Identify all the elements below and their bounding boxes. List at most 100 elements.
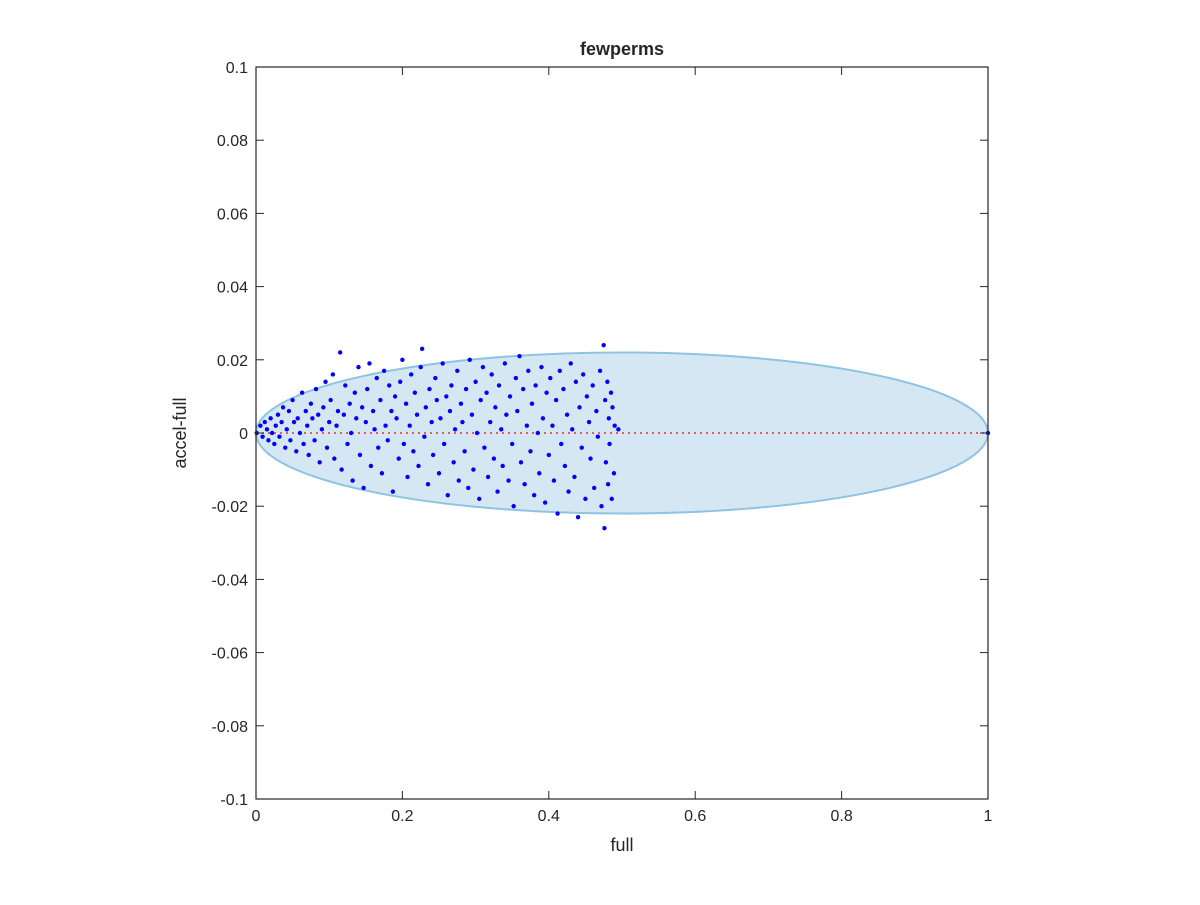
data-point [440, 361, 445, 366]
data-point [408, 372, 414, 377]
data-point [566, 489, 571, 494]
data-point [425, 482, 431, 487]
data-point [609, 496, 614, 502]
data-point [591, 485, 597, 491]
data-point [348, 430, 354, 436]
data-point [394, 416, 399, 421]
data-point [451, 460, 456, 465]
data-point [491, 456, 497, 461]
data-point [564, 412, 570, 417]
x-axis-label: full [610, 835, 633, 855]
data-point [422, 434, 427, 439]
y-ticks: -0.1 -0.08 -0.06 -0.04 -0.02 0 0.02 0.04 0.06 0.0… [212, 60, 988, 809]
data-point [407, 423, 412, 428]
data-point [423, 405, 429, 410]
data-point [389, 408, 394, 414]
y-tick-label: 0.1 [226, 60, 248, 77]
x-tick-label: 0.2 [391, 808, 413, 825]
x-tick-label: 0 [252, 808, 261, 825]
y-tick-label: 0.06 [217, 206, 248, 223]
data-point [584, 394, 590, 399]
data-point [365, 386, 370, 392]
data-point [520, 386, 526, 392]
data-point [473, 379, 478, 384]
data-point [471, 467, 476, 472]
data-point [427, 386, 432, 392]
data-point [317, 460, 322, 465]
data-point [493, 405, 498, 410]
y-tick-label: -0.02 [212, 499, 249, 516]
data-point [539, 364, 544, 370]
data-point [588, 456, 593, 461]
data-point [510, 441, 515, 447]
data-point [361, 485, 366, 491]
data-point [378, 397, 383, 403]
data-point [495, 489, 500, 494]
data-point [581, 372, 586, 377]
data-point [367, 361, 372, 366]
data-point [553, 397, 559, 403]
data-point [611, 471, 617, 476]
data-point [419, 346, 425, 352]
data-point [528, 449, 533, 454]
data-point [455, 368, 460, 373]
data-point [374, 375, 379, 381]
data-point [466, 485, 471, 491]
data-point [401, 441, 407, 447]
data-point [559, 441, 564, 447]
data-point [313, 386, 319, 392]
data-point [477, 496, 482, 502]
data-point [577, 405, 582, 410]
data-point [323, 379, 328, 384]
data-point [345, 441, 350, 447]
data-point [438, 416, 443, 421]
data-point [372, 427, 377, 432]
data-point [469, 412, 475, 417]
data-point [608, 390, 614, 395]
data-point [478, 397, 483, 403]
data-point [458, 401, 464, 406]
data-point [529, 401, 535, 406]
data-point [310, 416, 315, 421]
data-point [572, 474, 577, 480]
data-point [546, 452, 551, 458]
y-tick-label: 0 [239, 426, 248, 443]
data-point [312, 438, 317, 443]
data-point [533, 383, 538, 388]
data-point [433, 375, 438, 381]
data-point [548, 375, 553, 381]
data-point [411, 449, 416, 454]
data-point [595, 434, 601, 439]
data-point [368, 463, 374, 469]
data-point [462, 449, 467, 454]
data-point [488, 419, 493, 425]
data-point [308, 401, 314, 406]
data-point [385, 438, 390, 443]
data-point [403, 401, 409, 406]
data-point [484, 390, 489, 395]
data-point [544, 390, 549, 395]
data-point [460, 419, 465, 425]
data-point [328, 397, 333, 403]
data-point [542, 500, 548, 505]
data-point [602, 397, 608, 403]
data-point [482, 445, 487, 450]
chart-title: fewperms [580, 39, 664, 59]
y-tick-label: -0.04 [212, 572, 249, 589]
data-point [449, 383, 454, 388]
data-point [515, 408, 520, 414]
data-point [550, 423, 555, 428]
data-point [337, 350, 343, 355]
data-point [290, 397, 295, 403]
data-point [321, 405, 326, 410]
data-point [447, 408, 453, 414]
data-point [279, 419, 284, 425]
data-point [518, 460, 524, 465]
data-point [445, 493, 450, 498]
data-point [463, 386, 469, 392]
data-point [570, 427, 575, 432]
data-point [601, 342, 606, 348]
data-point [283, 445, 288, 450]
data-point [262, 419, 267, 425]
